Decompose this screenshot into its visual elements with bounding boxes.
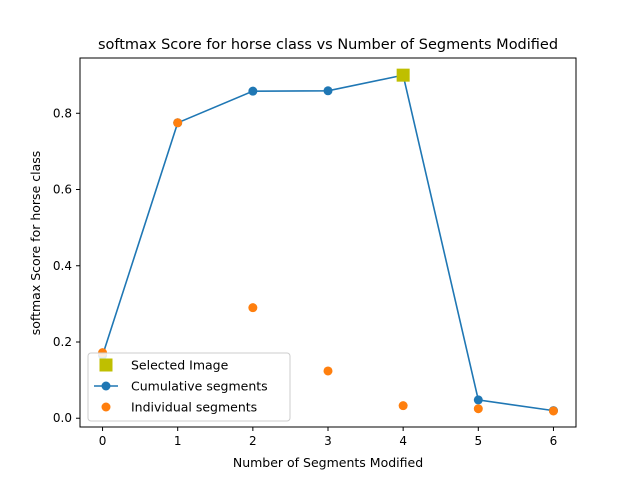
legend-selected-handle [99,358,113,372]
x-tick-label: 3 [324,434,332,448]
x-tick-label: 2 [249,434,257,448]
individual-point [548,406,558,416]
legend-label: Individual segments [131,400,257,415]
chart-title: softmax Score for horse class vs Number … [98,37,558,53]
legend-box [87,352,291,422]
legend-cumulative-handle [101,381,111,391]
individual-point [173,118,183,128]
x-axis-label: Number of Segments Modified [233,455,423,470]
individual-point [323,366,333,376]
legend-label: Selected Image [131,358,229,373]
plot-area [79,57,577,428]
axis-ticks: 0 1 2 3 4 5 6 0.0 0.2 0.4 0.6 0.8 [53,106,557,448]
y-tick-label: 0.0 [53,411,72,425]
legend: Selected Image Cumulative segments Individ… [87,352,291,422]
x-tick-label: 0 [99,434,107,448]
cumulative-point [473,395,483,405]
cumulative-point [323,86,333,96]
x-tick-label: 1 [174,434,182,448]
y-axis-label: softmax Score for horse class [28,151,43,336]
cumulative-point [248,86,258,96]
y-tick-label: 0.8 [53,106,72,120]
selected-image-marker [396,68,410,82]
y-tick-label: 0.4 [53,259,72,273]
x-tick-label: 5 [474,434,482,448]
x-tick-label: 4 [399,434,407,448]
individual-point [473,404,483,414]
legend-individual-handle [101,402,111,412]
y-tick-label: 0.2 [53,335,72,349]
y-tick-label: 0.6 [53,183,72,197]
individual-point [398,401,408,411]
x-tick-label: 6 [550,434,558,448]
individual-point [248,303,258,313]
legend-label: Cumulative segments [131,379,268,394]
